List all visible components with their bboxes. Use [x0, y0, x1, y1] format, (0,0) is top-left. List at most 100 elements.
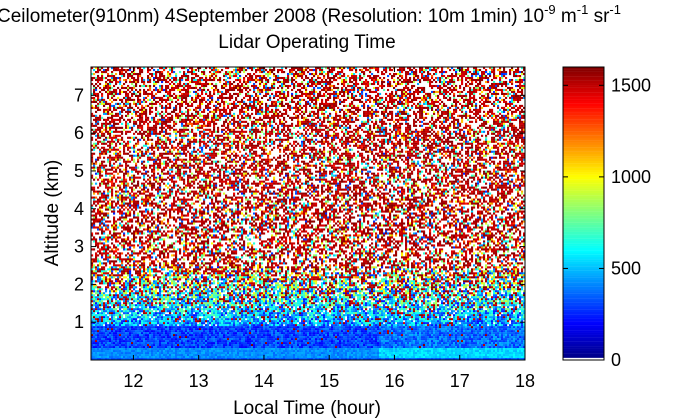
heatmap-cell [457, 79, 459, 81]
heatmap-cell [267, 121, 269, 123]
heatmap-cell [323, 89, 325, 91]
heatmap-cell [121, 139, 123, 141]
heatmap-cell [413, 79, 415, 81]
heatmap-cell [135, 93, 137, 95]
heatmap-cell [453, 69, 455, 71]
heatmap-cell [185, 121, 187, 123]
heatmap-cell [467, 115, 469, 117]
heatmap-cell [295, 81, 297, 83]
heatmap-cell [415, 125, 417, 127]
heatmap-cell [501, 99, 503, 101]
heatmap-cell [283, 123, 285, 125]
heatmap-cell [247, 79, 249, 81]
heatmap-cell [261, 71, 263, 73]
heatmap-cell [293, 83, 295, 85]
heatmap-cell [483, 89, 485, 91]
heatmap-cell [141, 125, 143, 127]
heatmap-cell [465, 85, 467, 87]
heatmap-cell [455, 99, 457, 101]
heatmap-cell [231, 71, 233, 73]
heatmap-cell [205, 81, 207, 83]
heatmap-cell [369, 97, 371, 99]
heatmap-cell [123, 69, 125, 71]
heatmap-cell [243, 113, 245, 115]
heatmap-cell [289, 69, 291, 71]
heatmap-cell [177, 115, 179, 117]
heatmap-cell [323, 141, 325, 143]
heatmap-cell [109, 121, 111, 123]
heatmap-cell [343, 113, 345, 115]
heatmap-cell [511, 101, 513, 103]
heatmap-cell [145, 115, 147, 117]
heatmap-cell [131, 83, 133, 85]
heatmap-cell [199, 113, 201, 115]
heatmap-cell [427, 129, 429, 131]
heatmap-cell [515, 141, 517, 143]
heatmap-cell [183, 85, 185, 87]
heatmap-cell [311, 125, 313, 127]
heatmap-cell [223, 129, 225, 131]
heatmap-cell [325, 137, 327, 139]
heatmap-cell [381, 127, 383, 129]
heatmap-cell [295, 91, 297, 93]
heatmap-cell [303, 113, 305, 115]
heatmap-cell [439, 143, 441, 145]
heatmap-cell [521, 123, 523, 125]
heatmap-cell [489, 75, 491, 77]
heatmap-cell [389, 97, 391, 99]
heatmap-cell [351, 77, 353, 79]
heatmap-cell [203, 115, 205, 117]
heatmap-cell [279, 77, 281, 79]
heatmap-cell [375, 87, 377, 89]
heatmap-cell [321, 95, 323, 97]
heatmap-cell [501, 115, 503, 117]
heatmap-cell [103, 85, 105, 87]
heatmap-cell [127, 93, 129, 95]
heatmap-cell [479, 87, 481, 89]
heatmap-cell [361, 97, 363, 99]
heatmap-cell [197, 75, 199, 77]
heatmap-cell [505, 117, 507, 119]
heatmap-cell [233, 93, 235, 95]
heatmap-cell [205, 129, 207, 131]
heatmap-cell [469, 77, 471, 79]
heatmap-cell [109, 79, 111, 81]
heatmap-cell [113, 141, 115, 143]
heatmap-cell [455, 75, 457, 77]
heatmap-cell [283, 81, 285, 83]
heatmap-cell [257, 79, 259, 81]
heatmap-cell [111, 95, 113, 97]
heatmap-cell [443, 125, 445, 127]
heatmap-cell [223, 121, 225, 123]
heatmap-cell [275, 123, 277, 125]
heatmap-cell [183, 137, 185, 139]
heatmap-cell [151, 107, 153, 109]
heatmap-cell [329, 105, 331, 107]
heatmap-cell [165, 111, 167, 113]
heatmap-cell [249, 97, 251, 99]
heatmap-cell [261, 141, 263, 143]
heatmap-cell [221, 113, 223, 115]
heatmap-cell [183, 145, 185, 147]
heatmap-cell [451, 75, 453, 77]
heatmap-cell [183, 89, 185, 91]
heatmap-cell [253, 103, 255, 105]
heatmap-cell [297, 111, 299, 113]
heatmap-cell [433, 139, 435, 141]
heatmap-cell [395, 73, 397, 75]
heatmap-cell [357, 109, 359, 111]
heatmap-cell [107, 137, 109, 139]
heatmap-cell [397, 131, 399, 133]
heatmap-cell [193, 81, 195, 83]
heatmap-cell [443, 127, 445, 129]
heatmap-cell [387, 79, 389, 81]
heatmap-cell [239, 87, 241, 89]
heatmap-cell [471, 93, 473, 95]
heatmap-cell [311, 83, 313, 85]
heatmap-cell [505, 71, 507, 73]
heatmap-cell [113, 79, 115, 81]
heatmap-cell [187, 85, 189, 87]
heatmap-cell [471, 101, 473, 103]
heatmap-cell [483, 111, 485, 113]
heatmap-cell [503, 69, 505, 71]
